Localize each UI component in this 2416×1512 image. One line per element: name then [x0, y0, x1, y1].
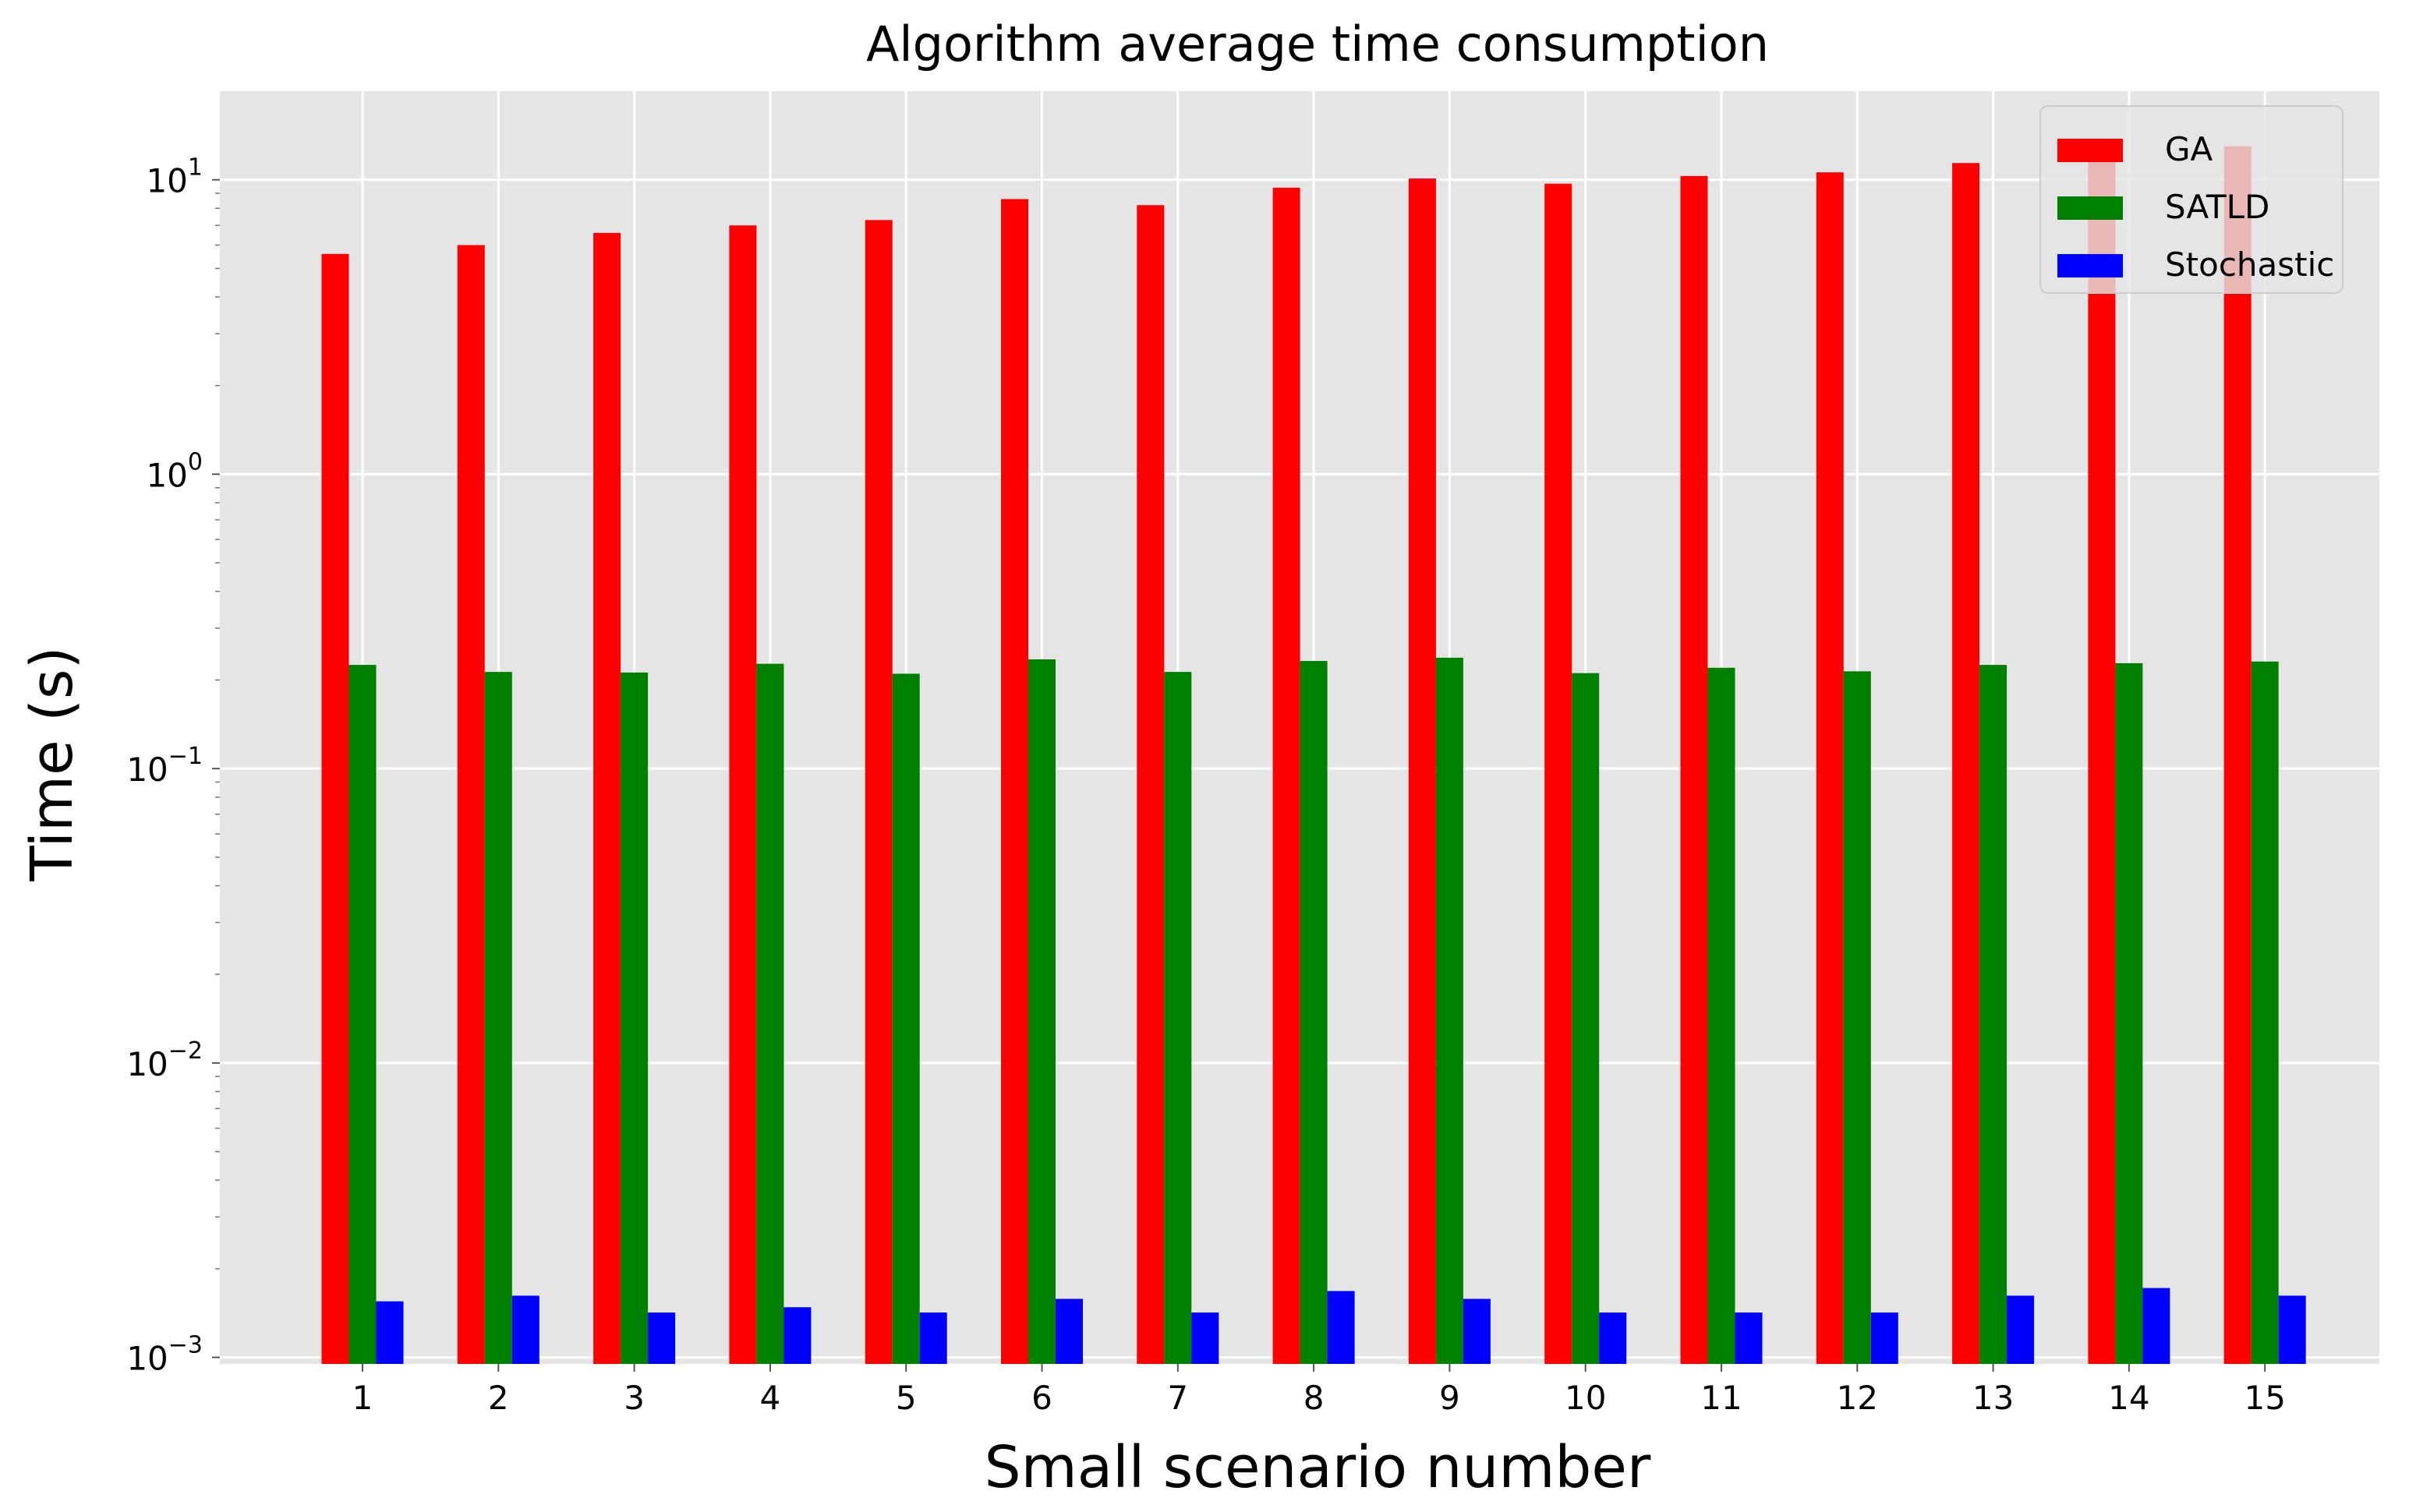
x-tick-label: 6	[1031, 1379, 1052, 1417]
bar-ga	[1952, 163, 1980, 1365]
bar-ga	[1408, 178, 1436, 1364]
bar-stochastic	[1599, 1312, 1627, 1364]
bar-ga	[321, 253, 349, 1364]
y-tick-label: 10−2	[126, 1037, 203, 1083]
x-tick-label: 11	[1700, 1379, 1742, 1417]
legend-label-satld: SATLD	[2165, 188, 2269, 226]
legend-label-ga: GA	[2165, 130, 2213, 168]
bar-satld	[2251, 661, 2279, 1364]
x-tick-label: 5	[896, 1379, 917, 1417]
x-tick-label: 14	[2108, 1379, 2149, 1417]
bar-satld	[348, 665, 377, 1364]
x-tick-label: 12	[1837, 1379, 1878, 1417]
bar-stochastic	[784, 1307, 812, 1364]
x-tick-label: 9	[1439, 1379, 1460, 1417]
bar-stochastic	[1327, 1291, 1355, 1364]
bar-stochastic	[648, 1312, 676, 1364]
bar-stochastic	[1463, 1298, 1491, 1364]
y-tick-label: 100	[146, 448, 203, 494]
bar-satld	[621, 672, 649, 1364]
bar-stochastic	[1056, 1298, 1083, 1364]
bar-ga	[1137, 205, 1165, 1365]
bar-ga	[2223, 146, 2252, 1365]
x-tick-label: 15	[2244, 1379, 2285, 1417]
x-tick-label: 1	[352, 1379, 373, 1417]
bar-stochastic	[2278, 1295, 2306, 1364]
bar-ga	[1272, 187, 1300, 1365]
x-tick-label: 8	[1304, 1379, 1325, 1417]
bar-satld	[1707, 667, 1735, 1364]
y-tick-label: 10−1	[126, 743, 203, 789]
bar-stochastic	[2142, 1288, 2170, 1364]
bar-satld	[1435, 657, 1463, 1364]
bar-ga	[865, 220, 893, 1364]
legend-label-stochastic: Stochastic	[2165, 246, 2334, 284]
bar-stochastic	[511, 1295, 539, 1364]
x-tick-label: 2	[488, 1379, 509, 1417]
x-tick-label: 7	[1167, 1379, 1188, 1417]
y-axis-label: Time (s)	[19, 647, 86, 882]
bar-satld	[1572, 673, 1600, 1364]
bar-satld	[892, 673, 920, 1364]
bar-ga	[729, 225, 757, 1364]
bar-ga	[457, 245, 485, 1364]
legend-swatch-satld	[2057, 196, 2123, 220]
bar-satld	[1164, 672, 1192, 1364]
bar-stochastic	[1735, 1312, 1763, 1364]
bar-ga	[593, 232, 621, 1365]
x-axis-label: Small scenario number	[985, 1434, 1651, 1501]
bar-ga	[1816, 172, 1844, 1364]
bar-satld	[2115, 662, 2143, 1364]
legend-swatch-stochastic	[2057, 254, 2123, 277]
x-tick-label: 4	[760, 1379, 781, 1417]
bar-stochastic	[376, 1301, 404, 1364]
bar-stochastic	[1870, 1312, 1898, 1364]
x-tick-label: 10	[1565, 1379, 1606, 1417]
bar-ga	[1001, 199, 1028, 1365]
bar-ga	[2088, 148, 2116, 1365]
bar-satld	[1979, 665, 2007, 1364]
bar-ga	[1680, 175, 1708, 1365]
bar-stochastic	[919, 1312, 947, 1364]
bar-stochastic	[1191, 1312, 1219, 1364]
legend-swatch-ga	[2057, 139, 2123, 162]
bar-satld	[1300, 661, 1328, 1364]
y-tick-label: 101	[146, 154, 203, 200]
x-tick-label: 3	[624, 1379, 645, 1417]
bar-stochastic	[2007, 1295, 2035, 1364]
x-tick-label: 13	[1972, 1379, 2014, 1417]
chart-title: Algorithm average time consumption	[866, 16, 1769, 72]
bar-satld	[1843, 671, 1871, 1364]
bar-ga	[1544, 183, 1572, 1365]
bar-satld	[484, 672, 512, 1364]
bar-satld	[1028, 659, 1056, 1364]
y-tick-label: 10−3	[126, 1332, 203, 1378]
bar-satld	[756, 663, 784, 1364]
